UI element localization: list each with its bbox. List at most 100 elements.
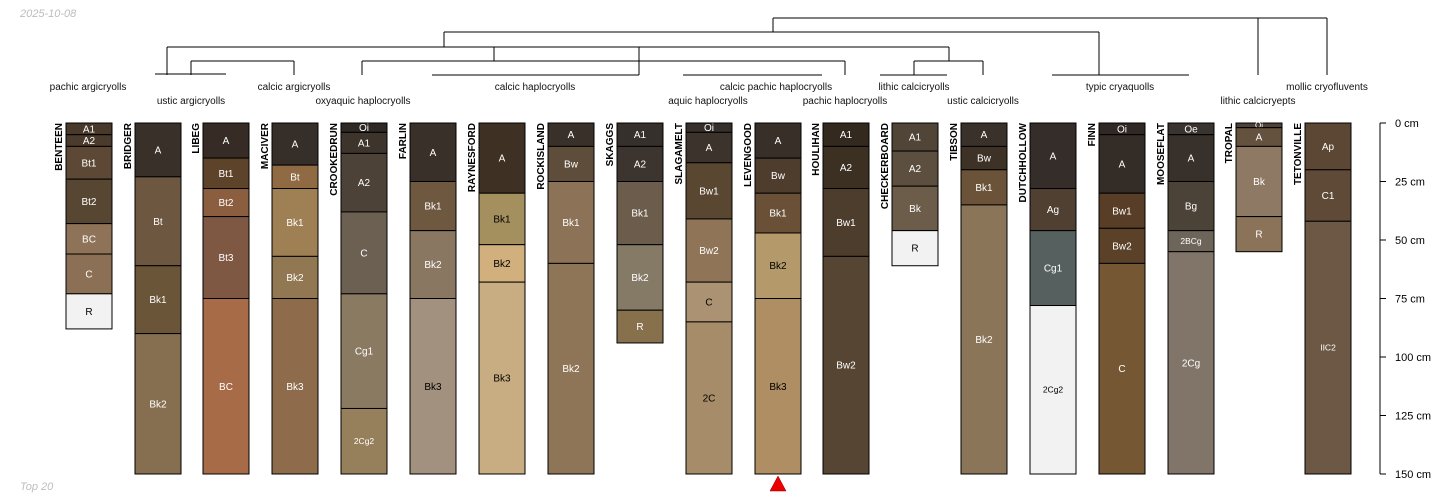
horizon-label: Oi — [704, 123, 714, 134]
depth-tick-label: 125 cm — [1395, 411, 1431, 423]
horizon-label: A1 — [840, 130, 853, 141]
profile-slagamelt: Oi A Bw1 Bw2 C 2C SLAGAMELT — [674, 122, 733, 475]
horizon-houlihan-3 — [822, 255, 870, 475]
horizon-skaggs-4 — [616, 309, 664, 344]
horizon-label: A — [775, 136, 782, 147]
horizon-label: Bk1 — [424, 202, 442, 213]
horizon-label: A — [706, 143, 713, 154]
horizon-label: Ag — [1047, 205, 1059, 216]
profile-farlin: A Bk1 Bk2 Bk3 FARLIN — [398, 122, 457, 475]
horizon-finn-3 — [1098, 227, 1146, 264]
horizon-tibson-2 — [960, 169, 1008, 206]
horizon-label: A — [1188, 154, 1195, 165]
horizon-label: Bk3 — [286, 382, 304, 393]
profile-mooseflat: Oe A Bg 2BCg 2Cg MOOSEFLAT — [1156, 122, 1215, 475]
subgroup-label: calcic haplocryolls — [495, 82, 576, 93]
profile-crookedrun: Oi A1 A2 C Cg1 2Cg2 CROOKEDRUN — [329, 122, 388, 475]
horizon-label: A — [292, 140, 299, 151]
horizon-label: Bk3 — [493, 374, 511, 385]
horizon-label: R — [636, 322, 643, 333]
profile-name-label: DUTCHHOLLOW — [1018, 122, 1029, 202]
horizon-crookedrun-4 — [340, 293, 388, 409]
profile-name-label: ROCKISLAND — [536, 123, 547, 190]
horizon-label: A — [223, 136, 230, 147]
horizon-label: Bk2 — [424, 260, 442, 271]
profile-tropal: Oi A Bk R TROPAL — [1224, 121, 1283, 253]
depth-axis: 0 cm 25 cm 50 cm 75 cm 100 cm 125 cm 150 cm — [1379, 118, 1431, 481]
horizon-dutchhollow-0 — [1029, 122, 1077, 190]
horizon-label: Bk3 — [769, 382, 787, 393]
profile-name-label: HOULIHAN — [811, 123, 822, 176]
horizon-label: Bt3 — [218, 253, 233, 264]
horizon-label: A1 — [83, 124, 96, 135]
profile-name-label: LEVENGOOD — [743, 123, 754, 187]
subgroup-label: typic cryaquolls — [1086, 82, 1154, 93]
horizon-dutchhollow-1 — [1029, 188, 1077, 232]
profile-raynesford: A Bk1 Bk2 Bk3 RAYNESFORD — [467, 122, 526, 475]
horizon-label: Bk2 — [286, 273, 304, 284]
profile-dutchhollow: A Ag Cg1 2Cg2 DUTCHHOLLOW — [1018, 122, 1077, 475]
horizon-label: Bt1 — [81, 158, 96, 169]
horizon-slagamelt-4 — [685, 281, 733, 323]
horizon-maciver-2 — [271, 188, 319, 257]
horizon-label: 2C — [703, 393, 716, 404]
horizon-label: A — [1119, 159, 1126, 170]
profile-name-label: TROPAL — [1224, 123, 1235, 163]
horizon-farlin-1 — [409, 181, 457, 232]
subgroup-label: oxyaquic haplocryolls — [315, 96, 410, 107]
subgroup-label: pachic haplocryolls — [803, 96, 888, 107]
horizon-label: Bt — [153, 217, 163, 228]
horizon-label: Bw1 — [1112, 206, 1132, 217]
horizon-label: Bw — [564, 159, 579, 170]
horizon-crookedrun-5 — [340, 407, 388, 475]
horizon-label: Bk2 — [562, 364, 580, 375]
horizon-checkerboard-1 — [891, 150, 939, 187]
horizon-levengood-2 — [754, 192, 802, 234]
subgroup-label: pachic argicryolls — [50, 82, 127, 93]
horizon-label: 2BCg — [1180, 236, 1202, 246]
profile-maciver: A Bt Bk1 Bk2 Bk3 MACIVER — [260, 122, 319, 475]
horizon-label: Bk2 — [149, 399, 167, 410]
horizon-houlihan-2 — [822, 188, 870, 257]
horizon-label: Bk2 — [493, 259, 511, 270]
horizon-label: 2Cg — [1182, 358, 1200, 369]
horizon-label: Bw1 — [836, 218, 856, 229]
horizon-slagamelt-1 — [685, 131, 733, 164]
horizon-raynesford-3 — [478, 281, 526, 475]
horizon-benteen-6 — [65, 293, 113, 330]
depth-tick-label: 150 cm — [1395, 469, 1431, 481]
horizon-label: Bk2 — [975, 335, 993, 346]
horizon-label: Bw2 — [836, 361, 856, 372]
horizon-bridger-3 — [134, 333, 182, 475]
horizon-dutchhollow-3 — [1029, 305, 1077, 475]
subgroup-label: calcic pachic haplocryolls — [720, 82, 832, 93]
horizon-label: Bt — [290, 172, 300, 183]
horizon-label: 2Cg2 — [1043, 385, 1064, 395]
subgroup-lines — [155, 73, 1189, 76]
horizon-libeg-2 — [202, 188, 250, 218]
horizon-label: Bk — [1253, 177, 1266, 188]
horizon-label: Bk1 — [562, 218, 580, 229]
horizon-label: IIC2 — [1320, 343, 1336, 353]
horizon-label: A — [155, 145, 162, 156]
horizon-checkerboard-2 — [891, 185, 939, 232]
profile-bridger: A Bt Bk1 Bk2 BRIDGER — [123, 122, 182, 475]
profile-skaggs: A1 A2 Bk1 Bk2 R SKAGGS — [605, 122, 664, 344]
horizon-label: Cg1 — [355, 347, 374, 358]
profile-name-label: MOOSEFLAT — [1156, 123, 1167, 185]
horizon-rockisland-3 — [547, 262, 595, 475]
horizon-levengood-0 — [754, 122, 802, 159]
horizon-slagamelt-3 — [685, 218, 733, 283]
horizon-farlin-2 — [409, 230, 457, 299]
profile-name-label: LIBEG — [191, 123, 202, 154]
horizon-maciver-0 — [271, 122, 319, 166]
horizon-levengood-4 — [754, 298, 802, 475]
profile-name-label: MACIVER — [260, 122, 271, 169]
horizon-checkerboard-3 — [891, 230, 939, 267]
horizon-label: Bt2 — [218, 198, 233, 209]
horizon-label: A1 — [909, 133, 922, 144]
subgroup-label: lithic calcicryepts — [1220, 96, 1295, 107]
